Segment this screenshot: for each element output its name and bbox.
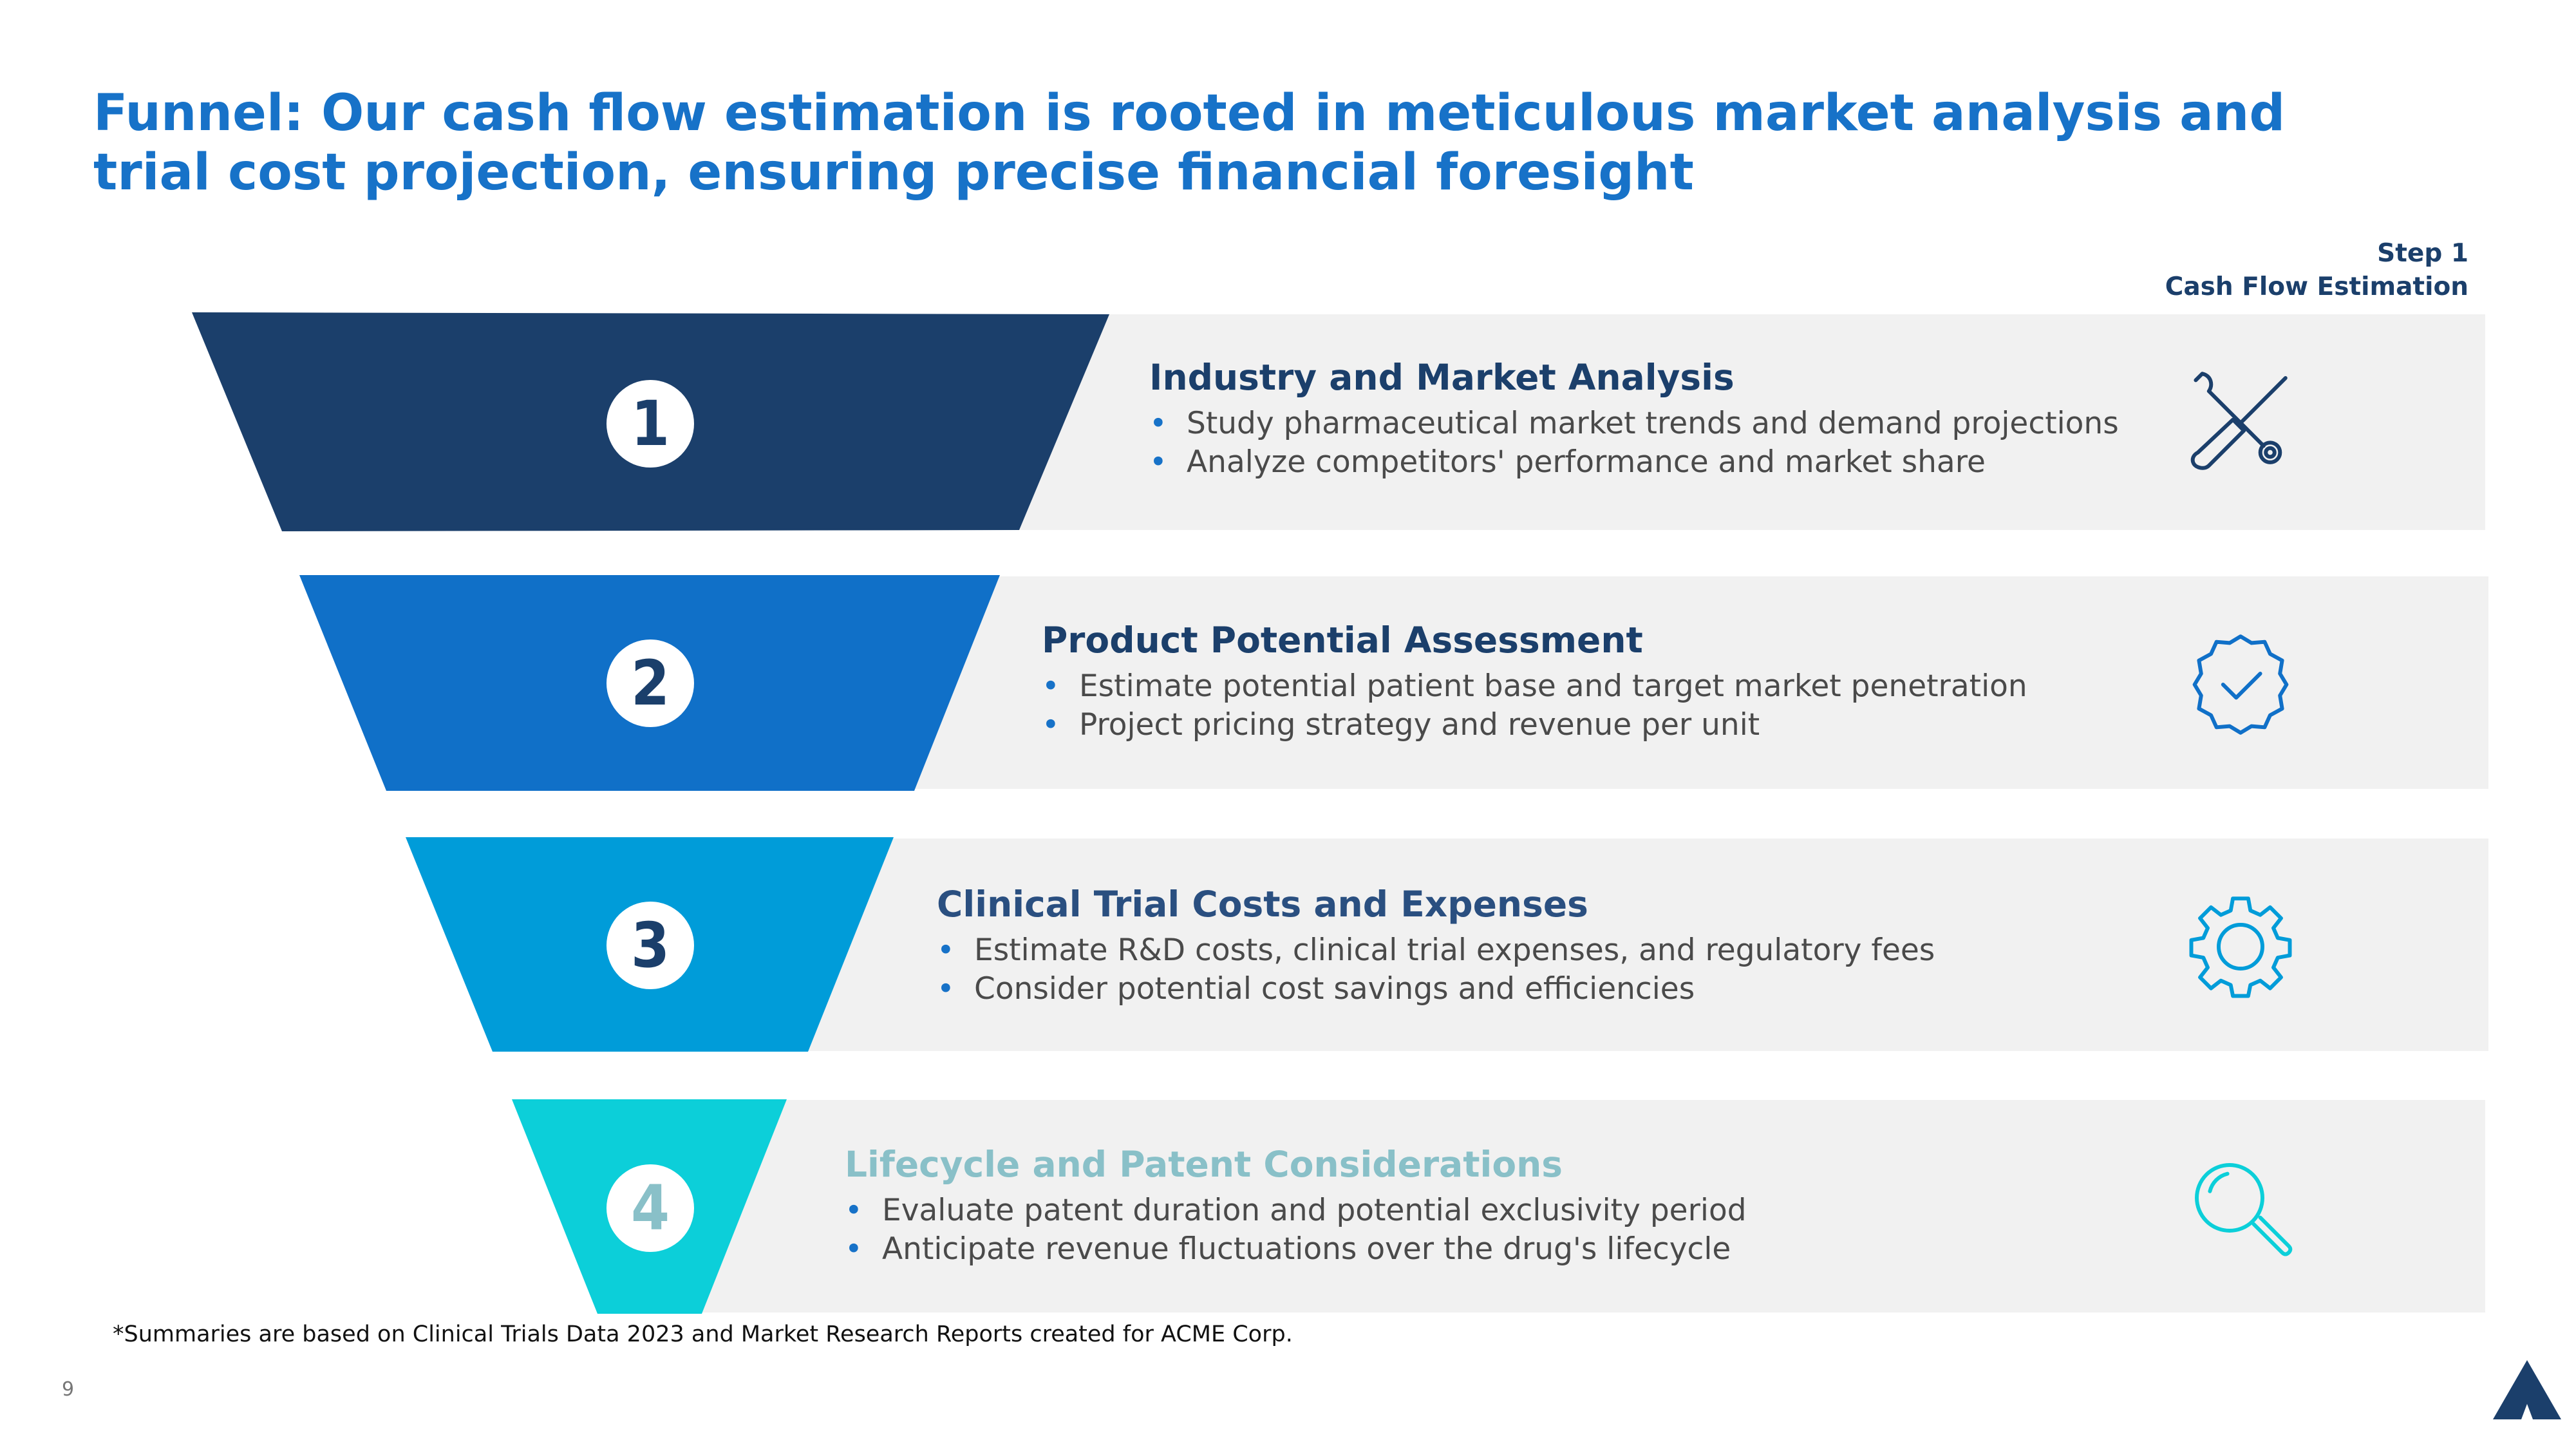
number-3: 3 — [630, 909, 670, 981]
row-4-bullet-1: Evaluate patent duration and potential e… — [845, 1191, 1747, 1230]
page-title: Funnel: Our cash flow estimation is root… — [93, 84, 2286, 202]
row-4-bullet-2: Anticipate revenue fluctuations over the… — [845, 1230, 1747, 1269]
row-2-text: Product Potential Assessment Estimate po… — [1042, 617, 2027, 744]
triangle-logo — [2493, 1360, 2561, 1419]
row-2-bullet-1: Estimate potential patient base and targ… — [1042, 667, 2027, 706]
row-2-heading: Product Potential Assessment — [1042, 620, 1643, 661]
footnote: *Summaries are based on Clinical Trials … — [113, 1321, 1293, 1347]
row-1-text: Industry and Market Analysis Study pharm… — [1149, 354, 2119, 482]
row-3-bullets: Estimate R&D costs, clinical trial expen… — [937, 931, 1935, 1009]
row-2-bullets: Estimate potential patient base and targ… — [1042, 667, 2027, 744]
step-number-circle-2: 2 — [606, 639, 694, 727]
row-3-text: Clinical Trial Costs and Expenses Estima… — [937, 881, 1935, 1009]
number-2: 2 — [630, 647, 670, 719]
gear-icon — [2189, 896, 2292, 998]
row-1-bullet-2: Analyze competitors' performance and mar… — [1149, 443, 2119, 482]
step-label: Step 1 Cash Flow Estimation — [2165, 237, 2468, 304]
step-name: Cash Flow Estimation — [2165, 272, 2468, 301]
row-3-heading: Clinical Trial Costs and Expenses — [937, 884, 1588, 925]
row-1-heading: Industry and Market Analysis — [1149, 357, 1735, 398]
step-number: Step 1 — [2377, 239, 2468, 268]
tools-icon — [2190, 372, 2288, 470]
step-number-circle-1: 1 — [606, 380, 694, 468]
row-1-bullet-1: Study pharmaceutical market trends and d… — [1149, 404, 2119, 443]
row-4-bullets: Evaluate patent duration and potential e… — [845, 1191, 1747, 1269]
row-3-bullet-1: Estimate R&D costs, clinical trial expen… — [937, 931, 1935, 970]
page-number: 9 — [62, 1378, 75, 1401]
row-1-bullets: Study pharmaceutical market trends and d… — [1149, 404, 2119, 482]
row-4-heading: Lifecycle and Patent Considerations — [845, 1144, 1563, 1185]
number-1: 1 — [630, 388, 670, 460]
step-number-circle-3: 3 — [606, 902, 694, 989]
badge-check-icon — [2192, 634, 2289, 735]
row-3-bullet-2: Consider potential cost savings and effi… — [937, 970, 1935, 1009]
magnifier-icon — [2195, 1163, 2293, 1256]
row-2-bullet-2: Project pricing strategy and revenue per… — [1042, 706, 2027, 744]
row-4-text: Lifecycle and Patent Considerations Eval… — [845, 1141, 1747, 1269]
number-4: 4 — [630, 1172, 670, 1244]
step-number-circle-4: 4 — [606, 1164, 694, 1252]
